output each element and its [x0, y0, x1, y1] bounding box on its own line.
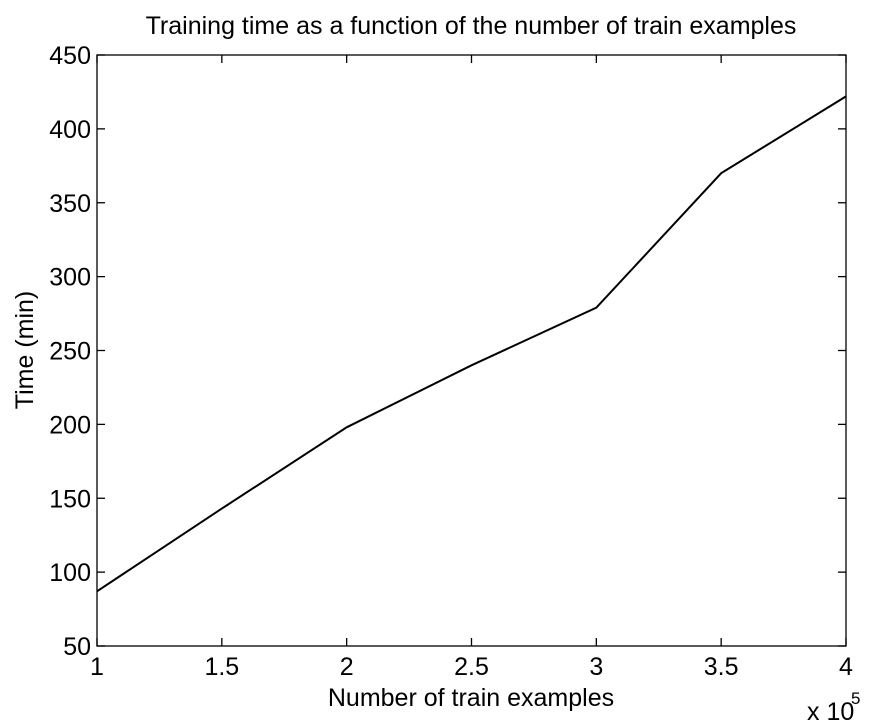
- x-tick-labels: 1 1.5 2 2.5 3 3.5 4: [90, 653, 853, 681]
- x-tick-label: 4: [839, 653, 853, 681]
- y-tick-label: 250: [49, 338, 91, 366]
- x-tick-label: 1: [90, 653, 104, 681]
- axis-ticks: [96, 54, 847, 647]
- chart-title: Training time as a function of the numbe…: [146, 12, 797, 40]
- x-tick-label: 2: [340, 653, 354, 681]
- y-tick-labels: 50 100 150 200 250 300 350 400 450: [49, 42, 91, 661]
- y-tick-label: 350: [49, 190, 91, 218]
- y-axis-label: Time (min): [11, 291, 39, 410]
- y-tick-label: 300: [49, 264, 91, 292]
- x-tick-label: 3.5: [704, 653, 739, 681]
- y-tick-label: 150: [49, 485, 91, 513]
- y-tick-label: 200: [49, 411, 91, 439]
- data-line: [96, 95, 847, 593]
- y-tick-label: 100: [49, 559, 91, 587]
- y-tick-label: 450: [49, 42, 91, 70]
- y-tick-label: 50: [63, 633, 91, 661]
- x-axis-label: Number of train examples: [328, 684, 614, 712]
- x-axis-multiplier: x 10 5: [807, 689, 860, 723]
- x-multiplier-base: x 10: [807, 698, 854, 723]
- x-tick-label: 2.5: [454, 653, 489, 681]
- x-tick-label: 1.5: [204, 653, 239, 681]
- x-tick-label: 3: [589, 653, 603, 681]
- y-tick-label: 400: [49, 116, 91, 144]
- plot-area: [96, 54, 847, 647]
- x-multiplier-exponent: 5: [851, 689, 860, 708]
